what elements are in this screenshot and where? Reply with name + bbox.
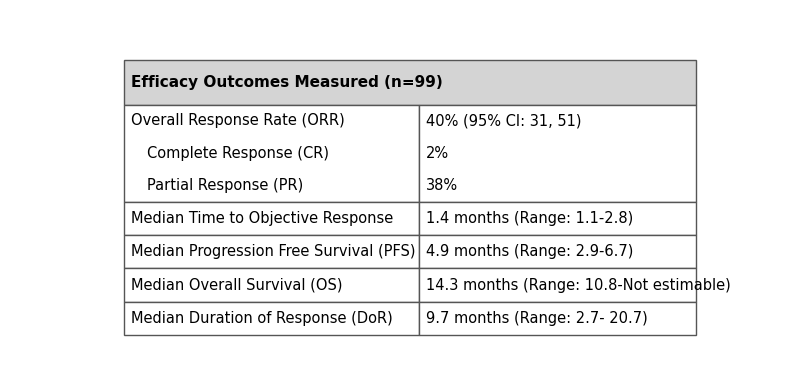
Bar (418, 235, 697, 268)
Bar (418, 302, 697, 335)
Bar (123, 202, 418, 235)
Bar (418, 105, 697, 202)
Text: 38%: 38% (426, 178, 458, 193)
Text: 14.3 months (Range: 10.8-Not estimable): 14.3 months (Range: 10.8-Not estimable) (426, 278, 730, 293)
Text: Partial Response (PR): Partial Response (PR) (147, 178, 303, 193)
Bar (123, 60, 697, 105)
Text: Median Progression Free Survival (PFS): Median Progression Free Survival (PFS) (131, 244, 415, 259)
Text: 40% (95% CI: 31, 51): 40% (95% CI: 31, 51) (426, 113, 582, 128)
Text: Median Time to Objective Response: Median Time to Objective Response (131, 211, 394, 226)
Bar (123, 268, 418, 302)
Text: 4.9 months (Range: 2.9-6.7): 4.9 months (Range: 2.9-6.7) (426, 244, 634, 259)
Text: Median Overall Survival (OS): Median Overall Survival (OS) (131, 278, 342, 293)
Text: Median Duration of Response (DoR): Median Duration of Response (DoR) (131, 311, 393, 326)
Text: 1.4 months (Range: 1.1-2.8): 1.4 months (Range: 1.1-2.8) (426, 211, 634, 226)
Bar (418, 202, 697, 235)
Text: 2%: 2% (426, 146, 449, 161)
Text: Overall Response Rate (ORR): Overall Response Rate (ORR) (131, 113, 345, 128)
Bar (123, 302, 418, 335)
Bar (123, 235, 418, 268)
Text: 9.7 months (Range: 2.7- 20.7): 9.7 months (Range: 2.7- 20.7) (426, 311, 648, 326)
Bar (418, 268, 697, 302)
Bar (123, 105, 418, 202)
Text: Efficacy Outcomes Measured (n=99): Efficacy Outcomes Measured (n=99) (131, 75, 442, 90)
Text: Complete Response (CR): Complete Response (CR) (147, 146, 329, 161)
